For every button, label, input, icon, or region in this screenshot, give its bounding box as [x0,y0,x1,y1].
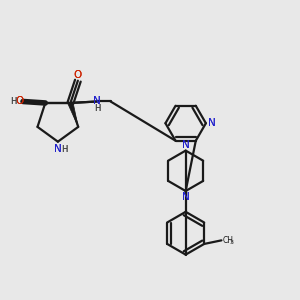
Text: 3: 3 [230,240,234,244]
Text: H: H [94,103,101,112]
Text: O: O [15,97,23,106]
Text: O: O [74,70,82,80]
Text: N: N [93,97,101,106]
Text: H: H [10,97,17,106]
Text: N: N [182,140,190,150]
Text: N: N [54,144,62,154]
Text: O: O [15,97,23,106]
Text: N: N [93,96,101,106]
Text: H: H [61,145,68,154]
Text: N: N [182,192,190,202]
Polygon shape [68,102,78,127]
Text: H: H [61,145,68,154]
Text: H: H [10,97,17,106]
Text: CH: CH [223,236,234,245]
Text: N: N [208,118,216,128]
Text: N: N [208,118,216,128]
Text: N: N [182,192,190,202]
Text: O: O [74,70,82,80]
Text: H: H [94,103,101,112]
Text: N: N [54,144,62,154]
Text: N: N [182,140,190,150]
